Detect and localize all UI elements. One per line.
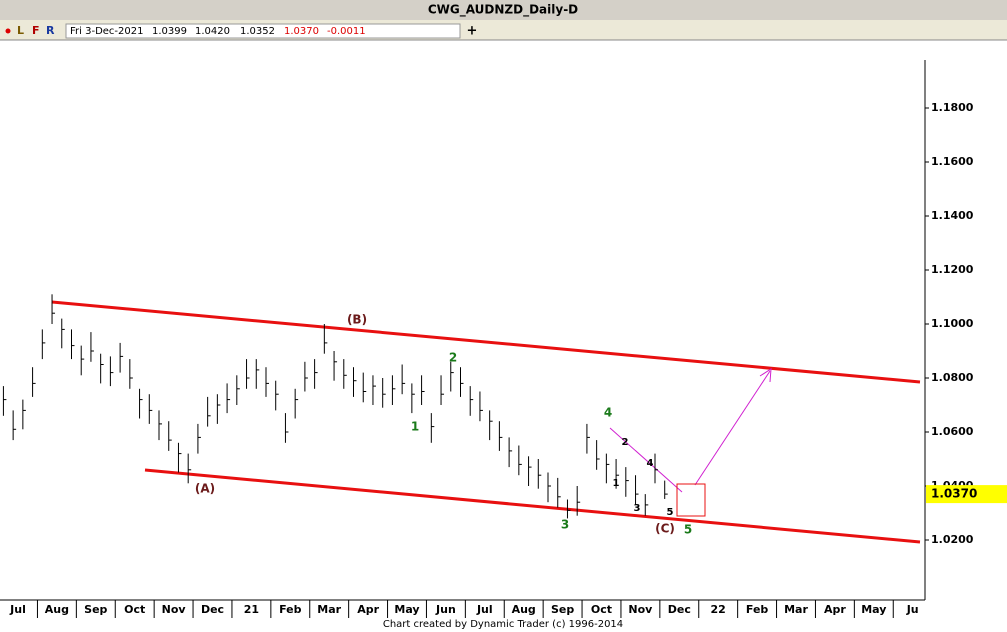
x-tick-label: Mar <box>317 603 341 616</box>
y-tick-label: 1.0600 <box>931 425 974 438</box>
last-price-label: 1.0370 <box>931 487 977 501</box>
x-tick-label: Mar <box>784 603 808 616</box>
x-tick-label: Jul <box>476 603 493 616</box>
wave-label-minor: 4 <box>647 458 654 469</box>
y-tick-label: 1.1200 <box>931 263 974 276</box>
chart-title: CWG_AUDNZD_Daily-D <box>428 3 578 18</box>
x-tick-label: 22 <box>711 603 726 616</box>
arrow-head <box>759 368 772 383</box>
info-close: 1.0370 <box>284 26 319 37</box>
info-open: 1.0399 <box>152 26 187 37</box>
x-tick-label: Jul <box>9 603 26 616</box>
x-tick-label: Sep <box>84 603 107 616</box>
toolbar-dot[interactable] <box>5 28 11 34</box>
target-box <box>676 483 706 517</box>
info-change: -0.0011 <box>327 26 366 37</box>
wave-label-minor: 5 <box>667 507 674 518</box>
info-high: 1.0420 <box>195 26 230 37</box>
channel-lower <box>144 468 921 544</box>
last-price-box <box>926 485 1007 504</box>
x-tick-label: 21 <box>244 603 259 616</box>
y-tick-label: 1.1600 <box>931 155 974 168</box>
x-tick-label: Oct <box>124 603 145 616</box>
info-low: 1.0352 <box>240 26 275 37</box>
y-tick-label: 1.0200 <box>931 533 974 546</box>
wave-label-minor: 2 <box>622 437 629 448</box>
toolbar-button[interactable]: F <box>32 24 40 37</box>
toolbar-button[interactable]: R <box>46 24 55 37</box>
wave-label: (A) <box>195 482 215 496</box>
y-tick-label: 1.1000 <box>931 317 974 330</box>
projection-line <box>609 427 683 493</box>
wave-label: (C) <box>655 522 675 536</box>
y-tick-label: 1.1800 <box>931 101 974 114</box>
wave-label: 3 <box>561 518 569 532</box>
x-tick-label: Oct <box>591 603 612 616</box>
y-tick-label: 1.1400 <box>931 209 974 222</box>
x-tick-label: Sep <box>551 603 574 616</box>
wave-label: 1 <box>411 420 419 434</box>
x-tick-label: Nov <box>628 603 653 616</box>
wave-label: 5 <box>684 523 692 537</box>
x-tick-label: Aug <box>45 603 69 616</box>
wave-label: 2 <box>449 351 457 365</box>
x-tick-label: Nov <box>162 603 187 616</box>
x-tick-label: May <box>861 603 886 616</box>
x-tick-label: Dec <box>668 603 691 616</box>
x-tick-label: Jun <box>435 603 456 616</box>
footer: Chart created by Dynamic Trader (c) 1996… <box>383 619 623 630</box>
channel-upper <box>51 300 921 384</box>
x-tick-label: Dec <box>201 603 224 616</box>
projection-arrow <box>694 370 771 486</box>
info-box <box>65 23 461 39</box>
x-tick-label: Aug <box>512 603 536 616</box>
add-button[interactable]: + <box>467 24 478 39</box>
x-tick-label: Ju <box>906 603 919 616</box>
y-tick-label: 1.0800 <box>931 371 974 384</box>
x-tick-label: Feb <box>279 603 302 616</box>
x-tick-label: Feb <box>746 603 769 616</box>
title-bar <box>0 0 1007 20</box>
wave-label: 4 <box>604 406 612 420</box>
wave-label-minor: 3 <box>634 503 641 514</box>
wave-label: (B) <box>347 313 367 327</box>
info-date: Fri 3-Dec-2021 <box>70 26 143 37</box>
x-tick-label: Apr <box>824 603 846 616</box>
toolbar-button[interactable]: L <box>17 24 24 37</box>
x-tick-label: May <box>394 603 419 616</box>
x-tick-label: Apr <box>357 603 379 616</box>
